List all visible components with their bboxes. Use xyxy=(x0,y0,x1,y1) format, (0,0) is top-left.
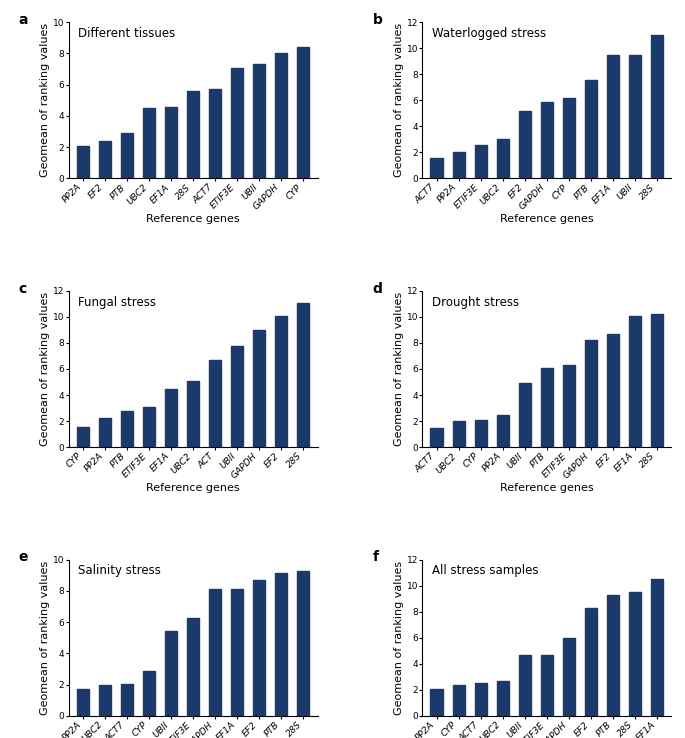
Bar xyxy=(165,631,177,716)
Bar xyxy=(430,158,443,179)
Bar xyxy=(453,686,464,716)
Text: All stress samples: All stress samples xyxy=(432,565,538,577)
Bar xyxy=(607,55,619,179)
Bar xyxy=(430,689,443,716)
Bar xyxy=(475,420,486,447)
Bar xyxy=(121,684,133,716)
Bar xyxy=(540,102,553,179)
Y-axis label: Geomean of ranking values: Geomean of ranking values xyxy=(40,561,50,715)
Bar xyxy=(209,360,221,447)
Bar xyxy=(77,689,89,716)
Bar xyxy=(231,588,243,716)
Text: Different tissues: Different tissues xyxy=(79,27,176,40)
Bar xyxy=(607,334,619,447)
Bar xyxy=(651,579,663,716)
Bar xyxy=(275,53,287,179)
Bar xyxy=(453,152,464,179)
Bar xyxy=(253,330,265,447)
Bar xyxy=(77,146,89,179)
X-axis label: Reference genes: Reference genes xyxy=(500,215,594,224)
Bar xyxy=(99,418,111,447)
Text: f: f xyxy=(373,551,378,565)
Bar xyxy=(563,638,575,716)
Bar xyxy=(209,588,221,716)
Bar xyxy=(275,573,287,716)
Bar xyxy=(231,346,243,447)
Bar xyxy=(275,316,287,447)
Text: Waterlogged stress: Waterlogged stress xyxy=(432,27,547,40)
X-axis label: Reference genes: Reference genes xyxy=(500,483,594,493)
Text: e: e xyxy=(18,551,28,565)
Text: b: b xyxy=(373,13,382,27)
Bar xyxy=(209,89,221,179)
Bar xyxy=(585,340,597,447)
Text: c: c xyxy=(18,281,27,295)
Bar xyxy=(519,655,531,716)
Bar xyxy=(629,592,641,716)
Bar xyxy=(143,672,155,716)
Bar xyxy=(585,80,597,179)
Bar xyxy=(585,608,597,716)
Bar xyxy=(475,683,486,716)
Bar xyxy=(187,618,199,716)
Bar xyxy=(651,35,663,179)
Text: d: d xyxy=(373,281,382,295)
Text: Drought stress: Drought stress xyxy=(432,295,519,308)
Bar xyxy=(121,411,133,447)
Bar xyxy=(453,421,464,447)
Bar xyxy=(540,655,553,716)
Text: Fungal stress: Fungal stress xyxy=(79,295,156,308)
Bar xyxy=(519,111,531,179)
Bar xyxy=(475,145,486,179)
Y-axis label: Geomean of ranking values: Geomean of ranking values xyxy=(40,292,50,446)
Bar xyxy=(253,63,265,179)
X-axis label: Reference genes: Reference genes xyxy=(146,215,240,224)
Bar xyxy=(187,91,199,179)
Bar xyxy=(563,365,575,447)
Bar xyxy=(99,685,111,716)
Text: a: a xyxy=(18,13,28,27)
Bar xyxy=(121,133,133,179)
Bar xyxy=(165,106,177,179)
Bar xyxy=(143,407,155,447)
Y-axis label: Geomean of ranking values: Geomean of ranking values xyxy=(394,561,403,715)
Bar xyxy=(497,139,509,179)
Bar xyxy=(165,388,177,447)
Bar xyxy=(430,427,443,447)
Bar xyxy=(651,314,663,447)
X-axis label: Reference genes: Reference genes xyxy=(146,483,240,493)
Bar xyxy=(187,382,199,447)
Bar xyxy=(519,383,531,447)
Bar xyxy=(99,141,111,179)
Bar xyxy=(563,97,575,179)
Bar xyxy=(629,316,641,447)
Bar xyxy=(540,368,553,447)
Y-axis label: Geomean of ranking values: Geomean of ranking values xyxy=(394,292,403,446)
Y-axis label: Geomean of ranking values: Geomean of ranking values xyxy=(394,23,403,177)
Bar xyxy=(77,427,89,447)
Bar xyxy=(253,580,265,716)
Bar xyxy=(297,303,310,447)
Y-axis label: Geomean of ranking values: Geomean of ranking values xyxy=(40,23,50,177)
Bar xyxy=(629,55,641,179)
Bar xyxy=(143,108,155,179)
Bar xyxy=(231,68,243,179)
Bar xyxy=(297,571,310,716)
Text: Salinity stress: Salinity stress xyxy=(79,565,162,577)
Bar xyxy=(497,415,509,447)
Bar xyxy=(607,596,619,716)
Bar xyxy=(497,681,509,716)
Bar xyxy=(297,47,310,179)
